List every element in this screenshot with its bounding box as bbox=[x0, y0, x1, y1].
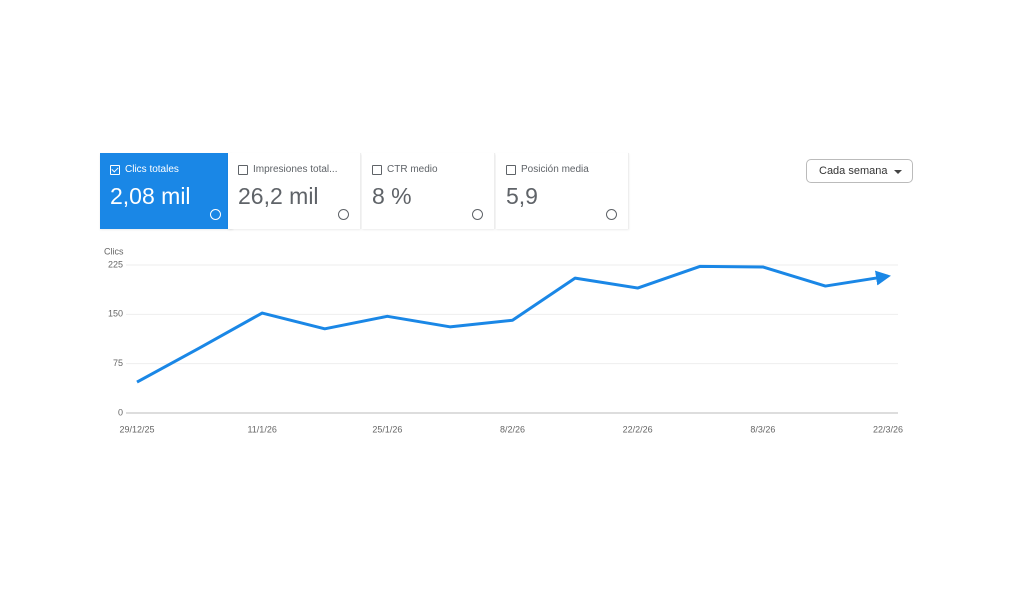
card-value: 26,2 mil bbox=[238, 183, 319, 209]
x-tick-label: 25/1/26 bbox=[372, 424, 402, 434]
help-icon[interactable] bbox=[338, 209, 349, 220]
checkbox[interactable] bbox=[506, 164, 516, 175]
data-line bbox=[136, 264, 891, 384]
y-tick-label: 0 bbox=[118, 407, 123, 417]
card-label: CTR medio bbox=[372, 164, 484, 175]
help-icon[interactable] bbox=[606, 209, 617, 220]
card-label-text: Posición media bbox=[521, 164, 589, 175]
help-icon[interactable] bbox=[472, 209, 483, 220]
x-tick-label: 8/3/26 bbox=[750, 424, 775, 434]
y-tick-label: 225 bbox=[108, 259, 123, 269]
y-tick-label: 75 bbox=[113, 358, 123, 368]
card-label: Posición media bbox=[506, 164, 618, 175]
checkbox[interactable] bbox=[238, 164, 248, 175]
card-label-text: Clics totales bbox=[125, 164, 179, 175]
x-tick-label: 22/3/26 bbox=[873, 424, 903, 434]
card-label-text: Impresiones total... bbox=[253, 164, 338, 175]
x-tick-label: 29/12/25 bbox=[119, 424, 154, 434]
checkbox[interactable] bbox=[372, 164, 382, 175]
help-icon[interactable] bbox=[210, 209, 221, 220]
card-label: Impresiones total... bbox=[238, 164, 350, 175]
x-tick-label: 11/1/26 bbox=[247, 424, 276, 434]
card-label: Clics totales bbox=[110, 164, 222, 175]
card-value: 5,9 bbox=[506, 183, 538, 209]
metric-card[interactable]: CTR medio 8 % bbox=[362, 153, 495, 229]
x-tick-label: 22/2/26 bbox=[623, 424, 653, 434]
card-label-text: CTR medio bbox=[387, 164, 438, 175]
card-value: 8 % bbox=[372, 183, 412, 209]
period-dropdown[interactable]: Cada semana bbox=[806, 159, 913, 183]
card-value: 2,08 mil bbox=[110, 183, 191, 209]
metric-card[interactable]: Posición media 5,9 bbox=[496, 153, 629, 229]
y-axis-label: Clics bbox=[104, 246, 124, 256]
x-tick-label: 8/2/26 bbox=[500, 424, 525, 434]
y-tick-label: 150 bbox=[108, 309, 123, 319]
metric-card[interactable]: Impresiones total... 26,2 mil bbox=[228, 153, 361, 229]
checkbox[interactable] bbox=[110, 164, 120, 175]
metric-card[interactable]: Clics totales 2,08 mil bbox=[100, 153, 233, 229]
